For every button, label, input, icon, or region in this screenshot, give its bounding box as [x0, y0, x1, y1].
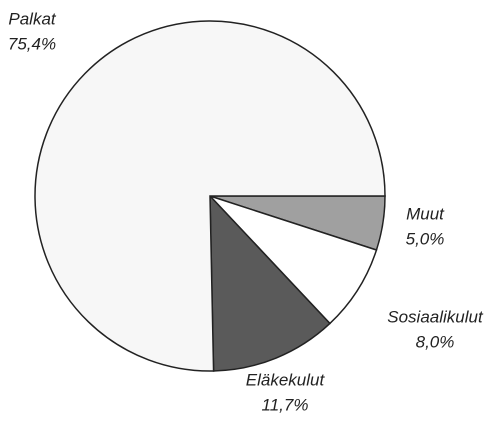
pie-slice: [34, 20, 386, 372]
slice-label: Eläkekulut: [246, 370, 326, 389]
pie-slice: [209, 194, 331, 372]
slice-label: Sosiaalikulut: [387, 307, 484, 326]
slice-value-label: 5,0%: [406, 229, 445, 248]
slice-value-label: 8,0%: [416, 332, 455, 351]
slice-value-label: 11,7%: [262, 395, 309, 414]
slice-label: Palkat: [8, 9, 57, 28]
slice-label: Muut: [406, 204, 445, 223]
slice-value-label: 75,4%: [8, 34, 56, 53]
